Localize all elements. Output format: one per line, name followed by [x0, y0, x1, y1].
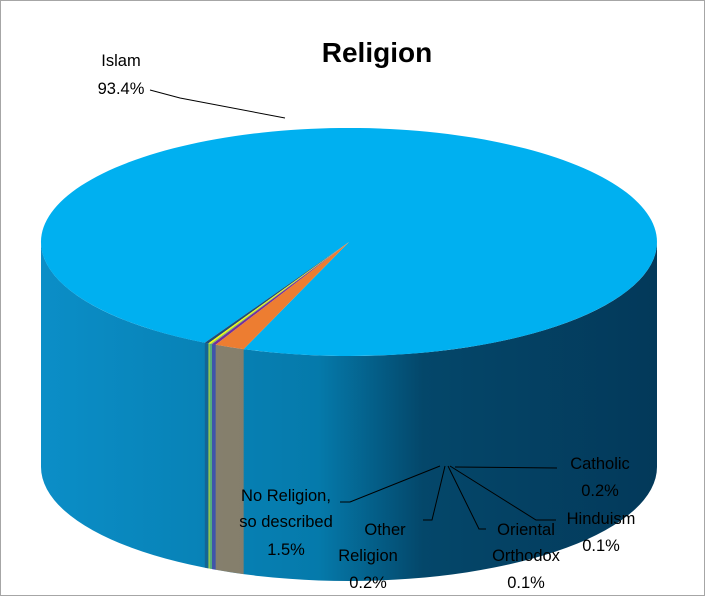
label-hinduism-name: Hinduism — [567, 510, 636, 528]
label-other-line2: Religion — [338, 547, 398, 565]
pie-side-wall — [41, 242, 657, 581]
leader-line-other — [423, 465, 446, 521]
label-other-religion: Other Religion 0.2% — [338, 521, 406, 592]
pie-slice-islam — [40, 127, 657, 356]
leader-line-islam — [149, 89, 286, 119]
pie-slice-no-religion-so-described — [215, 242, 349, 350]
pie-slice-oriental-orthodox — [210, 242, 349, 345]
pie-slice-catholic — [204, 242, 349, 344]
pie-side-other-religion — [212, 344, 216, 570]
pie-side-catholic — [204, 342, 209, 569]
label-no-religion: No Religion, so described 1.5% — [239, 487, 333, 559]
label-norel-value: 1.5% — [267, 541, 305, 559]
label-islam-value: 93.4% — [98, 80, 145, 98]
label-islam: Islam 93.4% — [98, 52, 145, 98]
pie-side-hinduism — [208, 343, 211, 569]
leader-line-norel — [340, 465, 441, 503]
pie-slice-other-religion — [212, 242, 349, 345]
label-orthodox-line1: Oriental — [497, 521, 555, 539]
leader-line-hinduism — [449, 465, 556, 521]
label-other-value: 0.2% — [349, 574, 387, 592]
label-catholic-value: 0.2% — [581, 482, 619, 500]
pie-side-no-religion-so-described — [215, 344, 244, 575]
label-hinduism: Hinduism 0.1% — [567, 510, 636, 555]
label-other-line1: Other — [364, 521, 406, 539]
label-orthodox-value: 0.1% — [507, 574, 545, 592]
leader-line-catholic — [454, 466, 558, 469]
label-hinduism-value: 0.1% — [582, 537, 620, 555]
label-catholic: Catholic 0.2% — [570, 455, 630, 500]
leader-line-orthodox — [447, 465, 486, 530]
pie-slice-hinduism — [208, 242, 349, 344]
pie-side-oriental-orthodox — [210, 343, 213, 570]
label-orthodox-line2: Orthodox — [492, 547, 561, 565]
chart-title: Religion — [322, 37, 432, 68]
label-norel-line2: so described — [239, 513, 333, 531]
label-catholic-name: Catholic — [570, 455, 630, 473]
label-islam-name: Islam — [101, 52, 140, 70]
label-oriental-orthodox: Oriental Orthodox 0.1% — [492, 521, 561, 592]
label-norel-line1: No Religion, — [241, 487, 331, 505]
